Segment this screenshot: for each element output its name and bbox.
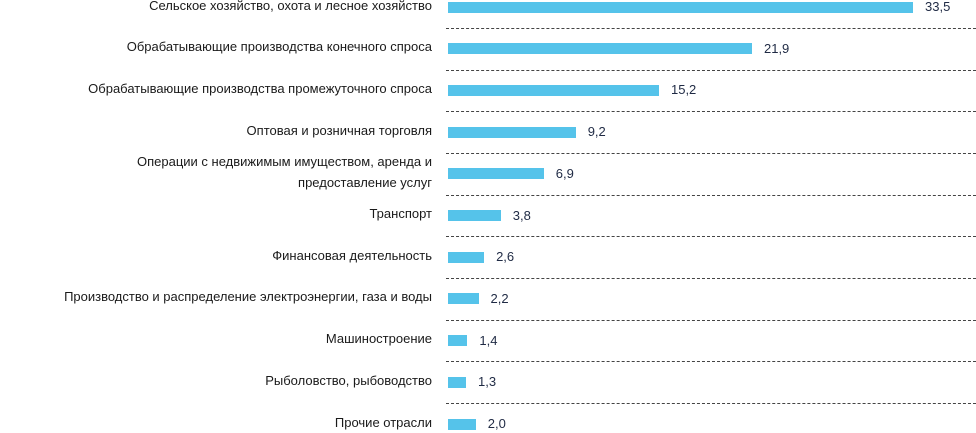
bar bbox=[448, 126, 576, 138]
category-label-line: Оптовая и розничная торговля bbox=[246, 122, 432, 138]
row-separator bbox=[446, 361, 976, 363]
category-label: Обрабатывающие производства конечного сп… bbox=[0, 36, 432, 57]
category-label: Сельское хозяйство, охота и лесное хозяй… bbox=[0, 0, 432, 16]
value-label: 6,9 bbox=[555, 165, 574, 181]
bar bbox=[448, 1, 913, 13]
row-separator bbox=[446, 152, 976, 154]
category-label-line: Операции с недвижимым имуществом, аренда… bbox=[137, 153, 432, 169]
value-label: 1,3 bbox=[478, 374, 497, 390]
bar bbox=[448, 168, 544, 180]
row-separator bbox=[446, 236, 976, 238]
category-label-line: Производство и распределение электроэнер… bbox=[64, 289, 432, 305]
row-separator bbox=[446, 27, 976, 29]
row-separator bbox=[446, 69, 976, 71]
category-label: Операции с недвижимым имуществом, аренда… bbox=[0, 151, 432, 193]
value-label: 33,5 bbox=[925, 0, 951, 14]
category-label-line: Прочие отрасли bbox=[334, 414, 432, 430]
category-label-line: Обрабатывающие производства конечного сп… bbox=[126, 39, 432, 55]
category-label-line: Сельское хозяйство, охота и лесное хозяй… bbox=[149, 0, 432, 13]
bar bbox=[448, 210, 501, 221]
category-label-line: Транспорт bbox=[369, 206, 432, 221]
value-label: 21,9 bbox=[763, 40, 790, 56]
category-label: Транспорт bbox=[0, 203, 432, 224]
category-label-line: предоставление услуг bbox=[298, 174, 432, 190]
bar bbox=[448, 251, 485, 263]
bar bbox=[448, 43, 752, 55]
category-label: Обрабатывающие производства промежуточно… bbox=[0, 78, 432, 99]
value-label: 2,2 bbox=[490, 290, 509, 306]
row-separator bbox=[446, 319, 976, 321]
bar bbox=[448, 418, 476, 430]
row-separator bbox=[446, 403, 976, 405]
bar bbox=[448, 293, 479, 305]
bar bbox=[448, 84, 659, 96]
value-label: 3,8 bbox=[512, 207, 531, 223]
bar bbox=[448, 376, 467, 388]
category-label: Машиностроение bbox=[0, 328, 432, 349]
bar bbox=[448, 335, 468, 347]
category-label-line: Машиностроение bbox=[325, 331, 432, 347]
row-separator bbox=[446, 194, 976, 196]
value-label: 1,4 bbox=[479, 332, 498, 348]
value-label: 2,6 bbox=[496, 249, 515, 265]
value-label: 9,2 bbox=[587, 124, 606, 140]
row-separator bbox=[446, 278, 976, 280]
value-label: 15,2 bbox=[670, 82, 697, 98]
category-label: Финансовая деятельность bbox=[0, 245, 432, 266]
category-label-line: Обрабатывающие производства промежуточно… bbox=[88, 80, 432, 96]
category-label: Производство и распределение электроэнер… bbox=[0, 286, 432, 307]
value-label: 2,0 bbox=[487, 416, 506, 431]
category-label: Рыболовство, рыбоводство bbox=[0, 370, 432, 391]
category-label: Оптовая и розничная торговля bbox=[0, 120, 432, 141]
category-label-line: Финансовая деятельность bbox=[272, 247, 432, 263]
category-label: Прочие отрасли bbox=[0, 412, 432, 433]
category-label-line: Рыболовство, рыбоводство bbox=[265, 372, 432, 388]
row-separator bbox=[446, 111, 976, 113]
